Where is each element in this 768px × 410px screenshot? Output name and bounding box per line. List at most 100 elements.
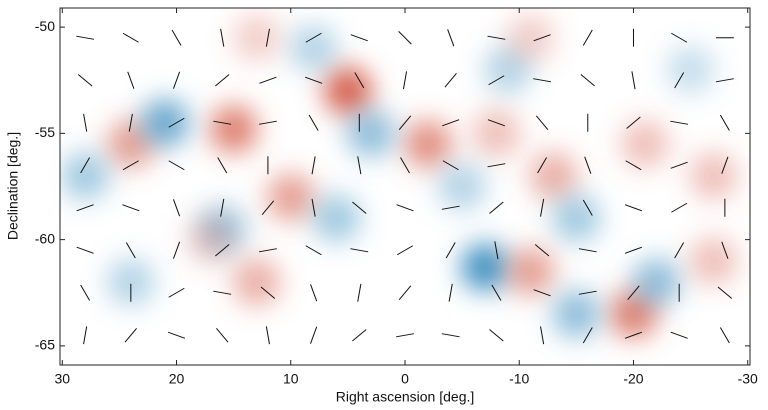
polarization-stick [491, 284, 502, 301]
x-tick-label: -20 [623, 371, 643, 387]
polarization-stick [396, 333, 414, 338]
polarization-stick [357, 283, 362, 302]
polarization-stick [488, 75, 505, 86]
polarization-stick [670, 120, 689, 125]
intensity-blob [106, 120, 155, 168]
polarization-stick [534, 244, 550, 257]
x-tick-label: -30 [738, 371, 758, 387]
intensity-blob [209, 105, 258, 154]
polarization-stick [172, 199, 181, 217]
polarization-stick [128, 113, 133, 132]
x-tick-label: -10 [509, 371, 529, 387]
polarization-stick [448, 283, 453, 302]
polarization-stick [444, 73, 457, 88]
intensity-blob [312, 194, 361, 243]
intensity-blob [61, 151, 110, 200]
polarization-stick [352, 201, 367, 214]
polarization-stick [627, 285, 640, 300]
polarization-stick [540, 198, 545, 217]
polarization-stick [582, 327, 593, 344]
intensity-blob [506, 247, 555, 296]
polarization-stick [215, 244, 230, 257]
polarization-stick [76, 246, 94, 254]
polarization-stick [260, 286, 276, 299]
intensity-blob [620, 120, 669, 168]
polarization-stick [625, 160, 642, 171]
polarization-stick [670, 331, 688, 339]
polarization-stick [80, 157, 91, 174]
intensity-blob [666, 45, 715, 94]
polarization-stick [305, 245, 322, 256]
polarization-stick [310, 326, 318, 344]
polarization-layer [76, 28, 734, 345]
intensity-blob [689, 151, 738, 200]
polarization-stick [487, 119, 506, 127]
polarization-stick [721, 156, 729, 174]
intensity-layer [61, 13, 738, 338]
polarization-stick [216, 328, 229, 343]
polarization-stick [122, 160, 139, 171]
polarization-stick [441, 205, 460, 210]
polarization-stick [259, 76, 277, 84]
x-tick-label: 0 [401, 371, 409, 387]
polarization-stick [396, 204, 414, 212]
polarization-stick [125, 242, 136, 259]
polarization-stick [354, 72, 365, 89]
polarization-stick [167, 331, 186, 339]
intensity-blob [323, 66, 372, 115]
polarization-stick [447, 29, 455, 47]
polarization-stick [258, 248, 277, 253]
polarization-stick [308, 114, 319, 131]
x-tick-label: 10 [283, 371, 299, 387]
polarization-stick [535, 115, 549, 130]
polarization-stick [445, 242, 456, 259]
polarization-stick [624, 246, 643, 254]
polarization-stick [350, 248, 369, 253]
polarization-stick [533, 78, 552, 83]
intensity-blob [106, 258, 155, 307]
polarization-stick [580, 74, 595, 87]
intensity-blob [232, 258, 281, 307]
polarization-stick [674, 242, 685, 259]
polarization-stick [213, 290, 232, 295]
polarization-stick [304, 76, 323, 84]
polarization-stick [311, 156, 316, 175]
polarization-stick [398, 31, 412, 45]
polarization-stick [584, 156, 592, 174]
polarization-stick [77, 74, 93, 87]
polarization-stick [396, 245, 414, 256]
polarization-stick [674, 72, 685, 89]
polarization-stick [487, 163, 506, 168]
intensity-blob [186, 215, 235, 264]
intensity-blob [460, 243, 509, 292]
polarization-stick [578, 290, 597, 295]
polarization-stick [717, 286, 733, 299]
polarization-stick [311, 198, 316, 217]
polarization-stick [122, 32, 139, 43]
intensity-blob [529, 151, 578, 200]
polarization-stick [352, 329, 367, 342]
polarization-stick [582, 29, 593, 46]
polarization-stick [671, 202, 688, 213]
polarization-stick [357, 156, 362, 175]
polarization-stick [402, 71, 408, 90]
intensity-blob [472, 109, 521, 158]
intensity-blob [266, 173, 315, 222]
polarization-stick [533, 289, 551, 297]
polarization-stick [670, 161, 688, 169]
x-tick-label: 20 [169, 371, 185, 387]
polarization-stick [171, 29, 182, 46]
polarization-stick [258, 120, 277, 125]
polarization-stick [350, 34, 368, 42]
polarization-stick [537, 157, 548, 174]
y-tick-label: -60 [35, 230, 55, 246]
polarization-stick [310, 284, 318, 302]
polarization-stick [442, 119, 460, 127]
y-axis-label: Declination [deg.] [5, 132, 21, 240]
polarization-stick [442, 160, 459, 171]
polarization-stick [265, 326, 270, 345]
polarization-stick [76, 35, 95, 40]
polarization-stick [626, 116, 641, 129]
polarization-stick [305, 32, 322, 43]
polarization-stick [624, 204, 643, 212]
